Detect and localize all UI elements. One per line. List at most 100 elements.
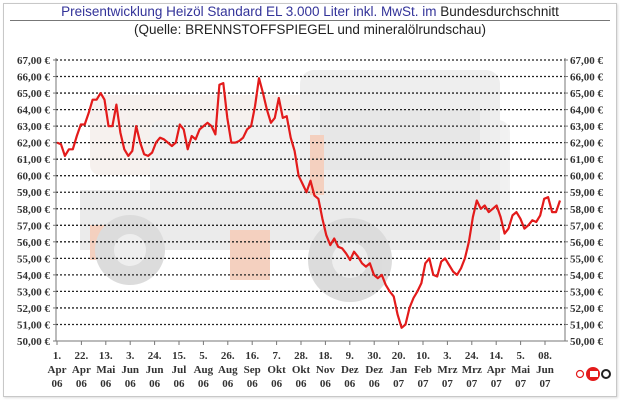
x-tick-label: 07 [393,378,405,390]
x-tick-label: Okt [292,364,311,376]
x-tick-label: Mrz [462,364,482,376]
x-tick-label: 26. [221,350,235,362]
x-tick-label: Feb [414,364,432,376]
x-tick-label: 07 [418,378,430,390]
y-axis-right-labels: 50,00 € 51,00 € 52,00 € 53,00 € 54,00 € 55,00… [570,55,604,348]
x-tick-label: Mrz [437,364,457,376]
x-tick-label: Dez [341,364,359,376]
x-tick-label: 06 [247,378,259,390]
x-tick-label: 06 [344,378,356,390]
y-tick-label: 56,00 € [17,237,51,249]
x-tick-label: Apr [48,364,67,376]
y-tick-label: 64,00 € [570,105,604,117]
x-tick-label: 20. [392,350,406,362]
x-tick-label: 08. [538,350,552,362]
x-tick-label: Mai [511,364,530,376]
x-tick-label: 10. [416,350,430,362]
y-tick-label: 58,00 € [570,204,604,216]
chart-title: Preisentwicklung Heizöl Standard EL 3.00… [0,4,620,19]
y-tick-label: 61,00 € [570,154,604,166]
x-tick-label: 9. [346,350,355,362]
y-tick-label: 56,00 € [570,237,604,249]
x-tick-label: 15. [172,350,186,362]
x-tick-label: Dez [365,364,383,376]
y-tick-label: 66,00 € [17,72,51,84]
y-tick-label: 61,00 € [17,154,51,166]
grid-lines [53,59,568,342]
y-axis-left-labels: 50,00 € 51,00 € 52,00 € 53,00 € 54,00 € 55,00… [17,55,51,348]
chart-title-plain: Bundesdurchschnitt [440,4,559,19]
x-tick-label: Okt [267,364,286,376]
y-tick-label: 59,00 € [570,187,604,199]
x-tick-label: 06 [222,378,234,390]
x-tick-label: 07 [466,378,478,390]
y-tick-label: 60,00 € [570,171,604,183]
y-tick-label: 55,00 € [570,253,604,265]
axes [55,58,566,342]
y-tick-label: 52,00 € [17,303,51,315]
x-tick-label: 07 [491,378,503,390]
y-tick-label: 58,00 € [17,204,51,216]
x-tick-label: 06 [369,378,381,390]
truck-background-image [80,70,510,302]
y-tick-label: 60,00 € [17,171,51,183]
y-tick-label: 59,00 € [17,187,51,199]
y-tick-label: 54,00 € [570,270,604,282]
x-tick-label: Nov [316,364,335,376]
y-tick-label: 57,00 € [570,220,604,232]
x-tick-label: 06 [271,378,283,390]
chart-title-colored: Preisentwicklung Heizöl Standard EL 3.00… [61,4,437,19]
y-tick-label: 62,00 € [570,138,604,150]
x-tick-label: Jun [121,364,139,376]
y-tick-label: 53,00 € [570,286,604,298]
y-tick-label: 54,00 € [17,270,51,282]
x-tick-label: 3. [443,350,452,362]
y-tick-label: 67,00 € [570,55,604,67]
x-axis-labels: 1. Apr 06 22. Apr 06 13. Mai 06 3. Jun 06 24. Jun 06 15… [48,341,554,390]
x-tick-label: 06 [125,378,137,390]
x-tick-label: 18. [319,350,333,362]
x-tick-label: 13. [99,350,113,362]
x-tick-label: 7. [272,350,281,362]
copyright-logo [575,367,611,381]
x-tick-label: 06 [149,378,161,390]
x-tick-label: Mai [96,364,115,376]
x-tick-label: 06 [198,378,210,390]
x-tick-label: 22. [75,350,89,362]
x-tick-label: 06 [100,378,112,390]
y-tick-label: 50,00 € [17,336,51,348]
y-tick-label: 51,00 € [570,319,604,331]
y-tick-label: 64,00 € [17,105,51,117]
x-tick-label: 30. [367,350,381,362]
x-tick-label: Apr [72,364,91,376]
y-tick-label: 55,00 € [17,253,51,265]
x-tick-label: 3. [126,350,135,362]
chart-subtitle: (Quelle: BRENNSTOFFSPIEGEL und mineralöl… [134,22,486,37]
y-tick-label: 62,00 € [17,138,51,150]
x-tick-label: 06 [296,378,308,390]
x-tick-label: 16. [245,350,259,362]
x-tick-label: 06 [76,378,88,390]
x-tick-label: Aug [194,364,214,376]
x-tick-label: 24. [465,350,479,362]
y-tick-label: 66,00 € [570,72,604,84]
x-tick-label: 06 [174,378,186,390]
chart-frame [3,3,617,397]
x-tick-label: 06 [320,378,332,390]
y-tick-label: 57,00 € [17,220,51,232]
x-tick-label: Jan [390,364,407,376]
x-tick-label: 5. [199,350,208,362]
x-tick-label: 07 [540,378,552,390]
x-tick-label: Jun [146,364,164,376]
x-tick-label: 07 [442,378,454,390]
x-tick-label: Aug [218,364,238,376]
x-tick-label: 5. [516,350,525,362]
y-tick-label: 65,00 € [570,88,604,100]
y-tick-label: 65,00 € [17,88,51,100]
x-tick-label: 24. [148,350,162,362]
x-tick-label: 07 [515,378,527,390]
x-tick-label: 06 [52,378,64,390]
x-tick-label: Jul [172,364,187,376]
y-tick-label: 53,00 € [17,286,51,298]
